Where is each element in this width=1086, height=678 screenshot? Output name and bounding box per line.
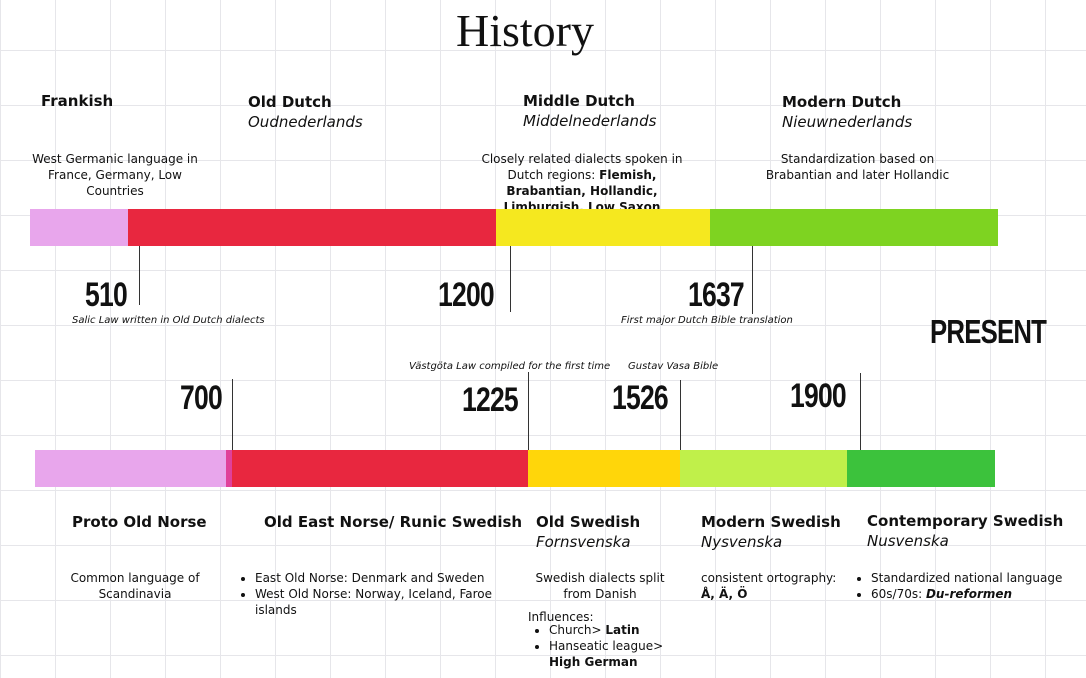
bullet-bold: Latin [605, 623, 640, 637]
period-name: Modern Swedish [701, 513, 841, 531]
period-name: Frankish [41, 92, 114, 110]
year: 1526 [612, 379, 669, 417]
bullet-text: Church> [549, 623, 602, 637]
bullet-list: Standardized national language 60s/70s: … [853, 570, 1086, 602]
period-native: Oudnederlands [248, 113, 363, 131]
period-name: Modern Dutch [782, 93, 902, 111]
year-note: Västgöta Law compiled for the first time [409, 361, 611, 372]
influences-label: Influences: [528, 610, 594, 624]
period-description: Standardization based on Brabantian and … [765, 152, 950, 182]
period-name: Proto Old Norse [72, 513, 207, 531]
year-line [680, 380, 681, 450]
bullet: East Old Norse: Denmark and Sweden [255, 570, 505, 586]
bullet-list: East Old Norse: Denmark and Sweden West … [237, 570, 505, 618]
year: 700 [180, 379, 223, 417]
period-native: Nieuwnederlands [782, 113, 913, 131]
bullet-bold: Du-reformen [925, 587, 1013, 601]
bar-segment [232, 450, 528, 487]
year-note: First major Dutch Bible translation [621, 315, 793, 326]
period-native: Fornsvenska [536, 533, 631, 551]
period-name: Middle Dutch [523, 92, 635, 110]
year: 1225 [462, 381, 519, 419]
bullet: West Old Norse: Norway, Iceland, Faroe i… [255, 586, 505, 618]
year-line [139, 246, 140, 305]
period-name: Old Swedish [536, 513, 641, 531]
year-note: Salic Law written in Old Dutch dialects [72, 315, 265, 326]
period-description: West Germanic language in France, German… [32, 152, 198, 198]
period-native: Middelnederlands [523, 112, 657, 130]
bar-segment [35, 450, 226, 487]
year: 1900 [790, 377, 847, 415]
bullet: Church> Latin [549, 622, 689, 638]
description-bold: Å, Ä, Ö [701, 587, 748, 601]
period: Frankish [41, 92, 113, 110]
bullet-text: 60s/70s: [871, 587, 923, 601]
period-name: Old East Norse/ Runic Swedish [264, 513, 523, 531]
bullet: 60s/70s: Du-reformen [871, 586, 1086, 602]
bullet: Standardized national language [871, 570, 1086, 586]
year-line [860, 373, 861, 450]
description-text: consistent ortography: [701, 571, 837, 585]
year-line [752, 246, 753, 314]
period-description: Closely related dialects spoken in Dutch… [466, 151, 698, 215]
bullet-list: Church> Latin Hanseatic league> High Ger… [531, 622, 689, 670]
period-name: Contemporary Swedish [867, 512, 1064, 530]
period-native: Nysvenska [701, 533, 783, 551]
present-label: PRESENT [930, 313, 1047, 350]
period-description: consistent ortography: Å, Ä, Ö [701, 570, 841, 602]
period: Middle Dutch Middelnederlands [523, 92, 656, 130]
period-description: Swedish dialects split from Danish [535, 571, 665, 601]
period: Modern Dutch Nieuwnederlands [782, 93, 912, 131]
period-description: Common language of Scandinavia [70, 571, 200, 601]
title: History [456, 5, 594, 56]
bullet-text: Hanseatic league> [549, 639, 664, 653]
bar-segment [528, 450, 680, 487]
period: Modern Swedish Nysvenska [701, 513, 841, 551]
bullet: Hanseatic league> High German [549, 638, 689, 670]
period: Old Swedish Fornsvenska [536, 513, 640, 551]
description-text: Closely related dialects spoken in Dutch… [481, 152, 683, 182]
bar-segment [30, 209, 128, 246]
bar-segment [496, 209, 710, 246]
bar-segment [226, 450, 232, 487]
period: Old Dutch Oudnederlands [248, 93, 363, 131]
year-note: Gustav Vasa Bible [628, 361, 719, 372]
bar-segment [680, 450, 847, 487]
year-line [232, 379, 233, 450]
year: 1637 [688, 276, 745, 314]
year: 510 [85, 276, 128, 314]
bar-segment [128, 209, 496, 246]
period-name: Old Dutch [248, 93, 332, 111]
bar-segment [847, 450, 995, 487]
year-line [510, 246, 511, 312]
bullet-bold: High German [549, 655, 638, 669]
year-line [528, 372, 529, 450]
bar-segment [710, 209, 998, 246]
year: 1200 [438, 276, 495, 314]
period-native: Nusvenska [867, 532, 949, 550]
period: Contemporary Swedish Nusvenska [867, 512, 1063, 550]
